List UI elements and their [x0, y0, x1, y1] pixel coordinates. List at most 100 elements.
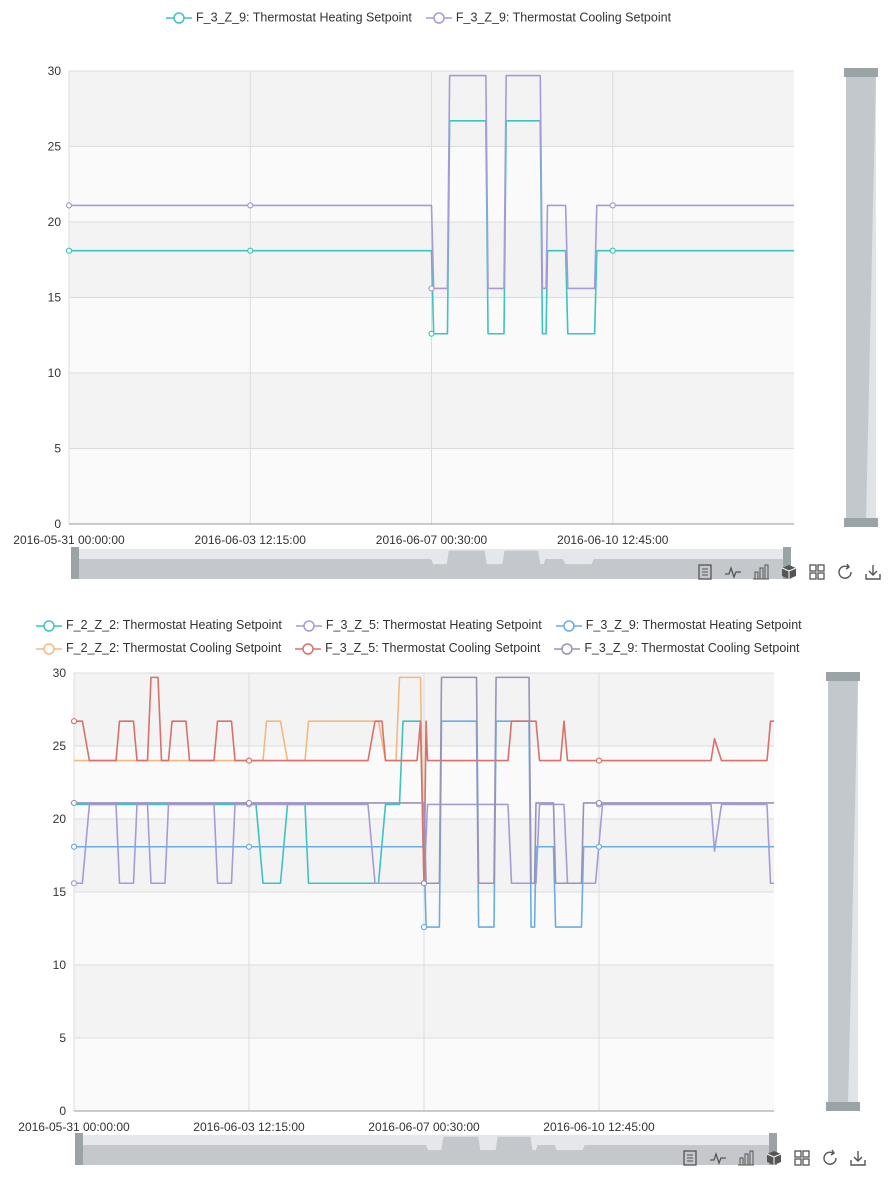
- x-tick-label: 2016-06-03 12:15:00: [195, 533, 307, 547]
- data-point[interactable]: [595, 843, 603, 850]
- data-point[interactable]: [428, 285, 435, 292]
- line-chart-icon[interactable]: [724, 563, 742, 581]
- y-tick-label: 5: [54, 442, 61, 456]
- data-point[interactable]: [70, 880, 78, 887]
- legend-line-circle-icon: [425, 11, 452, 24]
- legend-line-circle-icon: [554, 643, 581, 655]
- vertical-zoom-top-handle[interactable]: [826, 672, 860, 681]
- legend-item[interactable]: F_2_Z_2: Thermostat Cooling Setpoint: [36, 637, 281, 660]
- legend-label: F_3_Z_9: Thermostat Heating Setpoint: [196, 10, 412, 25]
- legend-item[interactable]: F_3_Z_9: Thermostat Cooling Setpoint: [425, 10, 671, 25]
- y-tick-label: 20: [53, 812, 67, 826]
- series-line[interactable]: [69, 74, 794, 290]
- x-tick-label: 2016-05-31 00:00:00: [18, 1120, 130, 1134]
- legend-line-circle-icon: [36, 643, 62, 655]
- data-point[interactable]: [595, 757, 603, 764]
- y-tick-label: 30: [48, 64, 62, 78]
- vertical-zoom-bottom-handle[interactable]: [844, 518, 878, 527]
- legend-line-circle-icon: [295, 643, 322, 655]
- bar-chart-icon[interactable]: [752, 563, 770, 581]
- y-tick-label: 20: [48, 215, 62, 229]
- chart-panel-1: F_3_Z_9: Thermostat Heating Setpoint F_3_…: [0, 0, 895, 590]
- stack-icon[interactable]: [780, 563, 798, 581]
- legend-label: F_3_Z_9: Thermostat Heating Setpoint: [585, 618, 802, 633]
- toolbox: [696, 563, 882, 581]
- data-point[interactable]: [245, 799, 253, 807]
- data-point[interactable]: [420, 880, 428, 887]
- legend-item[interactable]: F_3_Z_9: Thermostat Heating Setpoint: [166, 10, 412, 25]
- data-point[interactable]: [70, 843, 78, 850]
- x-tick-label: 2016-06-10 12:45:00: [557, 533, 669, 547]
- series-line[interactable]: [74, 676, 774, 885]
- y-tick-label: 15: [48, 291, 62, 305]
- data-point[interactable]: [245, 843, 253, 850]
- legend-item[interactable]: F_3_Z_5: Thermostat Heating Setpoint: [295, 614, 542, 637]
- data-point[interactable]: [70, 799, 78, 807]
- zoom-slider-right-handle[interactable]: [769, 1133, 777, 1165]
- series-line[interactable]: [74, 803, 774, 885]
- data-point[interactable]: [247, 202, 254, 209]
- y-tick-label: 10: [48, 366, 62, 380]
- data-view-icon[interactable]: [681, 1149, 699, 1167]
- zoom-slider-shadow: [74, 550, 788, 579]
- save-image-icon[interactable]: [864, 563, 882, 581]
- y-tick-label: 10: [53, 958, 67, 972]
- y-tick-label: 0: [59, 1104, 66, 1118]
- x-tick-label: 2016-05-31 00:00:00: [13, 533, 125, 547]
- legend-line-circle-icon: [295, 619, 322, 632]
- legend-line-circle-icon: [36, 619, 62, 632]
- restore-icon[interactable]: [821, 1149, 839, 1167]
- zoom-slider-right-handle[interactable]: [783, 547, 791, 579]
- data-point[interactable]: [609, 247, 616, 254]
- data-point[interactable]: [65, 202, 73, 209]
- series-line[interactable]: [74, 676, 774, 885]
- legend-label: F_2_Z_2: Thermostat Cooling Setpoint: [66, 641, 282, 656]
- series-line[interactable]: [74, 720, 425, 885]
- series-line[interactable]: [74, 676, 425, 884]
- data-view-icon[interactable]: [696, 563, 714, 581]
- line-chart: 0 5 10 15 20 25 30 2016-05-31 00:00:00 2016-06-0…: [13, 64, 878, 579]
- legend-item[interactable]: F_2_Z_2: Thermostat Heating Setpoint: [36, 614, 282, 637]
- legend-item[interactable]: F_3_Z_5: Thermostat Cooling Setpoint: [295, 637, 540, 660]
- vertical-zoom-shadow: [846, 72, 876, 522]
- save-image-icon[interactable]: [849, 1149, 867, 1167]
- x-tick-label: 2016-06-07 00:30:00: [368, 1120, 480, 1134]
- chart-panel-2: F_2_Z_2: Thermostat Heating Setpoint F_3_…: [0, 600, 895, 1190]
- legend-label: F_2_Z_2: Thermostat Heating Setpoint: [66, 618, 282, 633]
- legend-item[interactable]: F_3_Z_9: Thermostat Cooling Setpoint: [554, 637, 800, 660]
- legend-item[interactable]: F_3_Z_9: Thermostat Heating Setpoint: [555, 614, 802, 637]
- tiled-icon[interactable]: [808, 563, 826, 581]
- y-tick-label: 25: [53, 739, 67, 753]
- data-point[interactable]: [609, 202, 616, 209]
- y-tick-label: 30: [53, 666, 67, 680]
- bar-chart-icon[interactable]: [737, 1149, 755, 1167]
- data-point[interactable]: [595, 799, 603, 807]
- data-point[interactable]: [245, 757, 253, 764]
- legend-label: F_3_Z_9: Thermostat Cooling Setpoint: [584, 641, 800, 656]
- data-point[interactable]: [70, 718, 78, 725]
- series-line[interactable]: [69, 120, 794, 335]
- data-point[interactable]: [428, 330, 435, 337]
- legend: F_2_Z_2: Thermostat Heating Setpoint F_3_…: [36, 614, 856, 660]
- legend-label: F_3_Z_5: Thermostat Heating Setpoint: [325, 618, 542, 633]
- toolbox: [681, 1149, 867, 1167]
- data-point[interactable]: [247, 247, 254, 254]
- vertical-zoom-top-handle[interactable]: [844, 68, 878, 77]
- zoom-slider-shadow: [78, 1136, 774, 1165]
- tiled-icon[interactable]: [793, 1149, 811, 1167]
- x-tick-label: 2016-06-10 12:45:00: [543, 1120, 655, 1134]
- zoom-slider-left-handle[interactable]: [75, 1133, 83, 1165]
- zoom-slider-left-handle[interactable]: [71, 547, 79, 579]
- data-point[interactable]: [420, 923, 428, 931]
- line-chart: 0 5 10 15 20 25 30 2016-05-31 00:00:00 2016-06-0…: [18, 666, 860, 1165]
- x-tick-label: 2016-06-03 12:15:00: [193, 1120, 305, 1134]
- line-chart-icon[interactable]: [709, 1149, 727, 1167]
- legend-label: F_3_Z_5: Thermostat Cooling Setpoint: [325, 641, 541, 656]
- x-tick-label: 2016-06-07 00:30:00: [376, 533, 488, 547]
- vertical-zoom-shadow: [828, 676, 858, 1106]
- restore-icon[interactable]: [836, 563, 854, 581]
- data-point[interactable]: [65, 247, 73, 254]
- vertical-zoom-bottom-handle[interactable]: [826, 1102, 860, 1111]
- y-tick-label: 25: [48, 140, 62, 154]
- stack-icon[interactable]: [765, 1149, 783, 1167]
